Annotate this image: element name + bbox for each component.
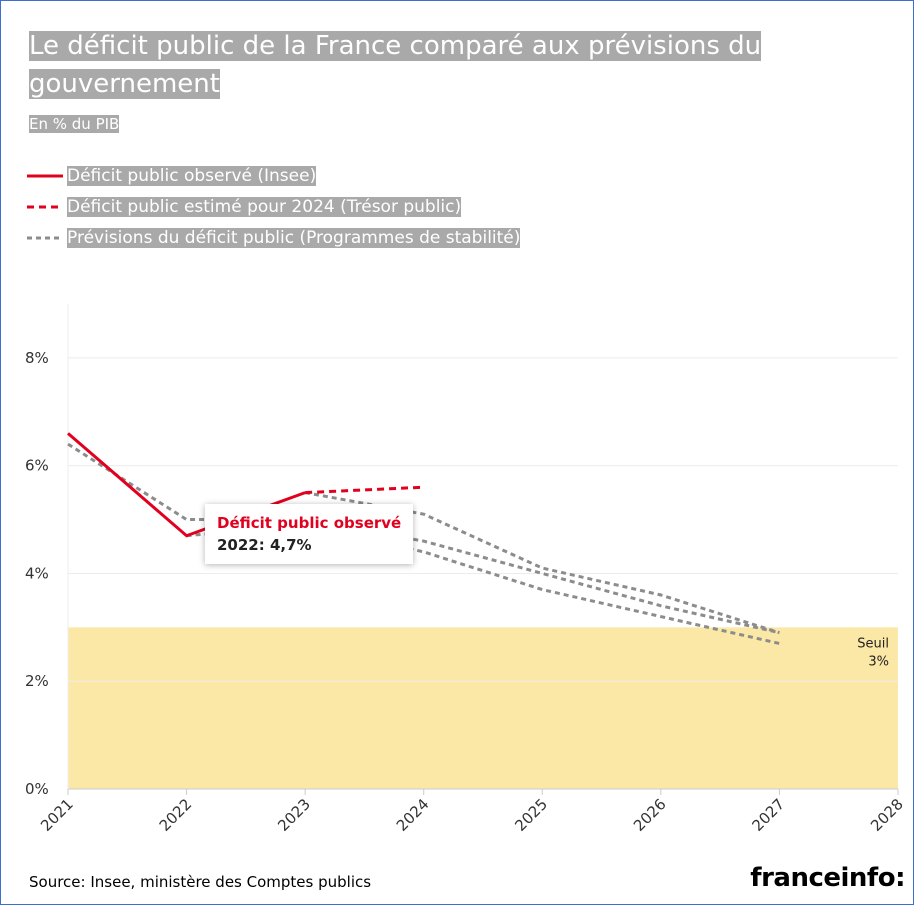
series-line (67, 442, 780, 635)
y-tick-label: 4% (25, 564, 49, 582)
logo: franceinfo: (750, 863, 905, 893)
legend-item: Déficit public estimé pour 2024 (Trésor … (27, 197, 462, 217)
tooltip-text: 2022: 4,7% (217, 536, 312, 554)
x-tick-label: 2024 (393, 795, 433, 835)
threshold-band (68, 627, 898, 789)
y-tick-label: 2% (25, 672, 49, 690)
y-tick-label: 8% (25, 349, 49, 367)
legend-item: Déficit public observé (Insee) (27, 166, 317, 186)
x-tick-label: 2022 (156, 795, 196, 835)
title: Le déficit public de la France comparé a… (29, 27, 889, 103)
legend-swatch (27, 236, 63, 240)
x-tick-label: 2028 (867, 795, 907, 835)
legend-swatch (27, 174, 63, 178)
tooltip: Déficit public observé 2022: 4,7% (205, 504, 414, 564)
y-tick-label: 6% (25, 457, 49, 475)
legend-item: Prévisions du déficit public (Programmes… (27, 228, 521, 248)
legend-label: Prévisions du déficit public (Programmes… (67, 228, 521, 248)
x-tick-label: 2027 (749, 795, 789, 835)
legend-label: Déficit public estimé pour 2024 (Trésor … (67, 197, 462, 217)
threshold-label: Seuil (857, 636, 889, 651)
x-tick-label: 2026 (630, 795, 670, 835)
x-tick-label: 2025 (511, 795, 551, 835)
source: Source: Insee, ministère des Comptes pub… (29, 873, 372, 891)
x-tick-label: 2021 (37, 795, 77, 835)
tooltip-title: Déficit public observé (217, 514, 402, 532)
x-tick-label: 2023 (274, 795, 314, 835)
series-line (305, 485, 424, 495)
legend-swatch (27, 205, 63, 209)
legend-label: Déficit public observé (Insee) (67, 166, 317, 186)
threshold-value: 3% (868, 654, 889, 669)
subtitle: En % du PIB (29, 115, 120, 133)
subtitle-text: En % du PIB (29, 115, 120, 133)
y-tick-label: 0% (25, 780, 49, 798)
